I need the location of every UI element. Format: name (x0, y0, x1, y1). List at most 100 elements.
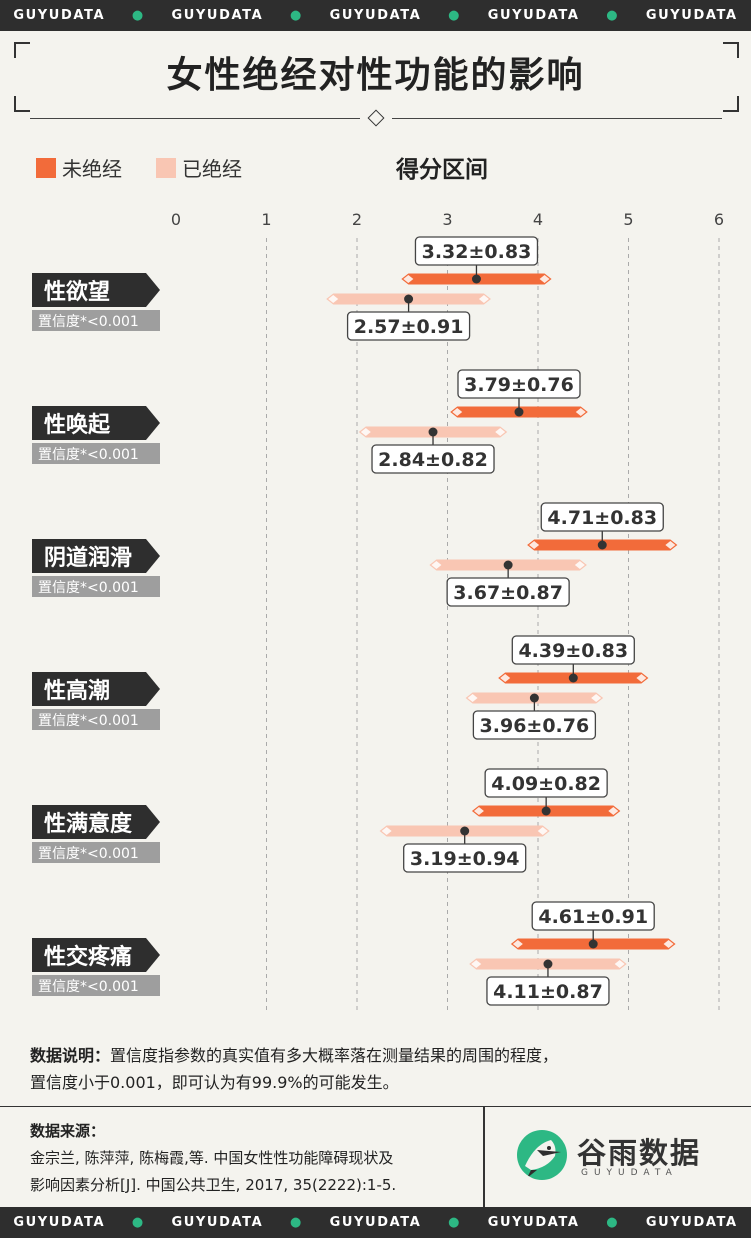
data-note: 数据说明：置信度指参数的真实值有多大概率落在测量结果的周围的程度， 置信度小于0… (30, 1042, 730, 1096)
x-tick-label: 0 (171, 210, 181, 229)
bar-end-diamond (591, 694, 602, 702)
bar-end-diamond (537, 827, 548, 835)
source-box (0, 1106, 751, 1208)
x-tick-label: 5 (623, 210, 633, 229)
bar-end-diamond (381, 827, 392, 835)
banner-text: GUYUDATA (645, 1215, 738, 1230)
dot-icon: ● (131, 1215, 145, 1230)
mean-dot-pre (588, 939, 598, 949)
corner-bracket-icon (723, 42, 739, 58)
x-tick-label: 2 (352, 210, 362, 229)
confidence-tag (32, 975, 160, 996)
bar-end-diamond (608, 807, 619, 815)
bird-logo-icon (517, 1130, 567, 1180)
banner-text: GUYUDATA (13, 8, 106, 23)
mean-dot-post (503, 560, 513, 570)
value-label-pre-box (457, 369, 581, 399)
dot-icon: ● (289, 1215, 303, 1230)
value-label-post-box (346, 311, 471, 341)
bar-end-diamond (360, 428, 371, 436)
bar-end-diamond (471, 960, 482, 968)
category-label: 性交疼痛 (44, 944, 132, 970)
value-label-pre: 4.39±0.83 (518, 640, 628, 662)
legend-pre: 未绝经 (36, 153, 122, 182)
source-line2: 影响因素分析[J]. 中国公共卫生, 2017, 35(2222):1-5. (30, 1176, 397, 1194)
category-tag (32, 406, 160, 440)
source-line1: 金宗兰, 陈萍萍, 陈梅霞,等. 中国女性性功能障碍现状及 (30, 1149, 394, 1167)
category-label: 性满意度 (44, 811, 133, 837)
banner-text: GUYUDATA (171, 8, 264, 23)
dot-icon: ● (448, 1215, 462, 1230)
dot-icon: ● (448, 8, 462, 23)
bar-end-diamond (467, 694, 478, 702)
dot-icon: ● (131, 8, 145, 23)
category-label: 阴道润滑 (44, 545, 132, 571)
logo-sub: GUYUDATA (581, 1168, 678, 1178)
mean-dot-post (404, 294, 414, 304)
divider (30, 118, 360, 119)
category-tag (32, 805, 160, 839)
banner-text: GUYUDATA (329, 8, 422, 23)
dot-icon: ● (606, 8, 620, 23)
value-label-pre: 3.79±0.76 (464, 374, 574, 396)
confidence-tag (32, 443, 160, 464)
x-tick-label: 4 (533, 210, 543, 229)
value-label-pre: 4.61±0.91 (538, 906, 648, 928)
value-label-pre-box (511, 635, 635, 665)
value-label-pre-box (531, 901, 655, 931)
source-label: 数据来源： (30, 1122, 106, 1140)
value-label-post-box (371, 444, 495, 474)
value-label-post: 2.57±0.91 (354, 316, 464, 338)
legend-swatch-pre (36, 157, 56, 178)
bar-end-diamond (403, 275, 414, 283)
banner-text: GUYUDATA (645, 8, 738, 23)
banner-text: GUYUDATA (487, 1215, 580, 1230)
bar-end-diamond (574, 561, 585, 569)
source: 数据来源： 金宗兰, 陈萍萍, 陈梅霞,等. 中国女性性功能障碍现状及 影响因素… (30, 1118, 480, 1199)
value-label-post: 3.19±0.94 (410, 848, 520, 870)
confidence-label: 置信度*<0.001 (38, 447, 139, 463)
value-label-post-box (403, 843, 527, 873)
divider (392, 118, 722, 119)
category-tag (32, 539, 160, 573)
mean-dot-post (543, 959, 553, 969)
banner-text: GUYUDATA (13, 1215, 106, 1230)
category-tag (32, 672, 160, 706)
confidence-tag (32, 310, 160, 331)
corner-bracket-icon (14, 96, 30, 112)
value-label-post: 3.67±0.87 (453, 582, 563, 604)
legend-swatch-post (156, 157, 176, 178)
category-tag (32, 938, 160, 972)
mean-dot-pre (568, 673, 578, 683)
mean-dot-pre (541, 806, 551, 816)
logo: 谷雨数据 GUYUDATA (517, 1130, 727, 1182)
divider (483, 1107, 485, 1207)
value-label-post: 4.11±0.87 (493, 981, 603, 1003)
banner-text: GUYUDATA (171, 1215, 264, 1230)
category-label: 性欲望 (44, 279, 110, 305)
dot-icon: ● (289, 8, 303, 23)
value-label-pre-box (540, 502, 664, 532)
value-label-pre: 4.09±0.82 (491, 773, 601, 795)
value-label-post-box (446, 577, 570, 607)
bar-end-diamond (431, 561, 442, 569)
mean-dot-pre (471, 274, 481, 284)
note-label: 数据说明： (30, 1046, 111, 1065)
bar-end-diamond (575, 408, 586, 416)
bar-end-diamond (663, 940, 674, 948)
category-tag (32, 273, 160, 307)
banner-text: GUYUDATA (487, 8, 580, 23)
value-label-pre: 3.32±0.83 (422, 241, 532, 263)
category-label: 性唤起 (44, 412, 111, 438)
corner-bracket-icon (14, 42, 30, 58)
logo-brand: 谷雨数据 (577, 1136, 702, 1170)
value-label-post-box (472, 710, 597, 740)
x-tick-label: 3 (442, 210, 452, 229)
bar-end-diamond (500, 674, 511, 682)
bar-end-diamond (452, 408, 463, 416)
banner-text: GUYUDATA (329, 1215, 422, 1230)
dot-icon: ● (606, 1215, 620, 1230)
value-label-pre-box (414, 236, 539, 266)
note-line1: 置信度指参数的真实值有多大概率落在测量结果的周围的程度， (110, 1046, 559, 1065)
mean-dot-post (460, 826, 470, 836)
